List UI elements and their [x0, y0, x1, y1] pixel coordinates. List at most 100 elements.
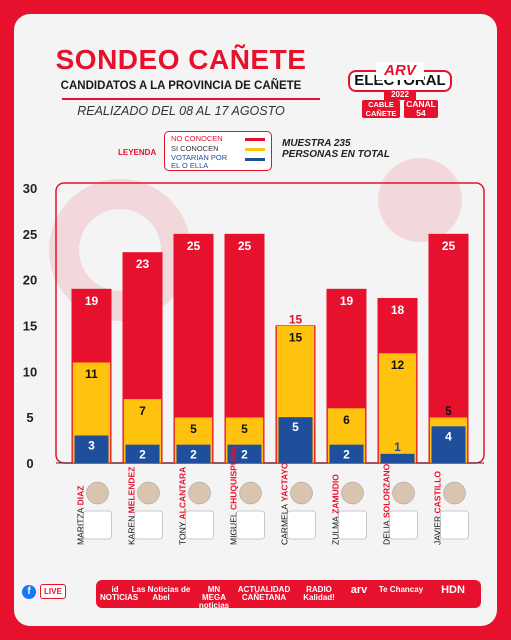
bar-votarian — [431, 426, 466, 463]
data-label-votarian: 1 — [394, 440, 401, 454]
x-tick-label: ZULMA ZAMUDIO — [331, 474, 341, 545]
data-label-si-conocen: 6 — [343, 413, 350, 427]
bar-votarian — [227, 444, 262, 463]
data-label-votarian: 2 — [343, 448, 350, 462]
candidate-photo — [443, 481, 466, 505]
footer-item-arv: arv — [350, 584, 368, 596]
candidate-last-name: ALCANTARA — [178, 467, 188, 522]
y-tick-label: 10 — [23, 364, 37, 379]
y-tick-label: 30 — [23, 181, 37, 196]
sample-size-note: MUESTRA 235 PERSONAS EN TOTAL — [282, 138, 402, 160]
legend-swatch-votarian — [245, 158, 265, 161]
candidate-first-name: MIGUEL — [229, 512, 239, 545]
party-logo — [134, 510, 163, 540]
x-tick-label: TONY ALCANTARA — [178, 467, 188, 545]
party-logo — [236, 510, 265, 540]
data-label-no-conocen: 25 — [238, 239, 252, 253]
candidate-last-name: SOLORZANO — [382, 463, 392, 520]
footer-item-te-chancay: Te Chancay — [378, 585, 424, 594]
candidate-photo — [341, 481, 364, 505]
survey-dates: REALIZADO DEL 08 AL 17 AGOSTO — [77, 104, 285, 118]
page-title: SONDEO CAÑETE — [55, 44, 307, 75]
legend-label-si-conocen: SI CONOCEN — [171, 144, 219, 153]
candidate-photo — [188, 481, 211, 505]
bar-votarian — [278, 417, 313, 463]
channel-54-line1: CANAL — [406, 99, 436, 109]
party-logo — [185, 510, 214, 540]
data-label-no-conocen: 25 — [187, 239, 201, 253]
data-label-no-conocen: 23 — [136, 257, 150, 271]
candidate-first-name: DELIA — [382, 520, 392, 545]
sample-line1: MUESTRA 235 — [282, 138, 351, 149]
party-logo — [389, 510, 418, 540]
candidate-last-name: CHUQUISPUMA — [229, 446, 239, 513]
footer-item-id-noticias: id NOTICIAS — [100, 585, 139, 602]
y-tick-label: 5 — [26, 410, 33, 425]
party-logo — [440, 510, 469, 540]
data-label-votarian: 3 — [88, 439, 95, 453]
candidate-first-name: CARMELA — [280, 504, 290, 545]
arv-electoral-logo: ELECTORAL ARV 2022 CABLE CAÑETE CANAL 54 — [344, 62, 456, 118]
bar-votarian — [74, 435, 109, 463]
y-tick-label: 25 — [23, 227, 37, 242]
sponsor-footer: id NOTICIAS Las Noticias de Abel MN MEGA… — [96, 580, 481, 610]
candidate-last-name: YACTAYO — [280, 462, 290, 504]
x-tick-label: MIGUEL CHUQUISPUMA — [229, 446, 239, 545]
data-label-si-conocen: 12 — [391, 358, 405, 372]
live-label: LIVE — [40, 584, 66, 599]
bar-votarian — [125, 444, 160, 463]
candidate-photo — [86, 481, 109, 505]
data-label-si-conocen: 5 — [190, 422, 197, 436]
title-divider — [62, 98, 320, 100]
candidate-photo — [290, 481, 313, 505]
party-logo — [338, 510, 367, 540]
party-logo — [83, 510, 112, 540]
footer-item-mega-noticias: MN MEGA noticias — [198, 585, 230, 610]
data-label-si-conocen: 5 — [241, 422, 248, 436]
footer-item-hdn: HDN — [441, 584, 465, 596]
facebook-icon: f — [22, 585, 36, 599]
footer-item-noticias-abel: Las Noticias de Abel — [131, 585, 191, 602]
logo-channel-cable: CABLE CAÑETE — [362, 100, 400, 118]
data-label-si-conocen: 7 — [139, 404, 146, 418]
data-label-si-conocen: 11 — [85, 367, 98, 381]
candidate-first-name: KAREN — [127, 516, 137, 545]
candidate-last-name: ZAMUDIO — [331, 474, 341, 516]
x-tick-label: KAREN MELENDEZ — [127, 467, 137, 545]
legend-box: NO CONOCEN SI CONOCEN VOTARIAN POR EL O … — [164, 131, 272, 171]
y-tick-label: 20 — [23, 273, 37, 288]
candidate-photo — [392, 481, 415, 505]
legend-label-no-conocen: NO CONOCEN — [171, 134, 223, 143]
sample-line2: PERSONAS EN TOTAL — [282, 149, 390, 160]
data-label-no-conocen: 18 — [391, 303, 405, 317]
candidate-first-name: TONY — [178, 521, 188, 545]
legend-swatch-no-conocen — [245, 138, 265, 141]
data-label-votarian: 2 — [139, 448, 146, 462]
logo-year: 2022 — [384, 90, 416, 100]
page-subtitle: CANDIDATOS A LA PROVINCIA DE CAÑETE — [60, 80, 302, 92]
data-label-no-conocen: 19 — [340, 294, 354, 308]
candidate-first-name: MARITZA — [76, 507, 86, 545]
data-label-votarian: 5 — [292, 420, 299, 434]
data-label-no-conocen: 25 — [442, 239, 456, 253]
y-tick-label: 0 — [26, 456, 33, 471]
candidate-photo — [137, 481, 160, 505]
watermark-plus-circle — [378, 158, 462, 242]
bar-votarian — [380, 453, 415, 463]
legend-swatch-si-conocen — [245, 148, 265, 151]
data-label-si-conocen: 15 — [289, 331, 303, 345]
data-label-no-conocen: 15 — [289, 313, 303, 327]
x-tick-label: JAVIER CASTILLO — [433, 471, 443, 545]
legend-title: LEYENDA — [118, 148, 157, 157]
candidate-last-name: CASTILLO — [433, 471, 443, 516]
bar-si-conocen — [378, 352, 417, 464]
candidate-last-name: MELENDEZ — [127, 467, 137, 516]
candidate-last-name: DIAZ — [76, 485, 86, 507]
footer-item-actualidad-canetana: ACTUALIDAD CAÑETANA — [237, 585, 291, 602]
channel-cable-line2: CAÑETE — [365, 109, 397, 118]
candidate-photo — [239, 481, 262, 505]
candidate-first-name: ZULMA — [331, 516, 341, 545]
data-label-votarian: 2 — [190, 448, 197, 462]
channel-54-line2: 54 — [416, 108, 426, 118]
